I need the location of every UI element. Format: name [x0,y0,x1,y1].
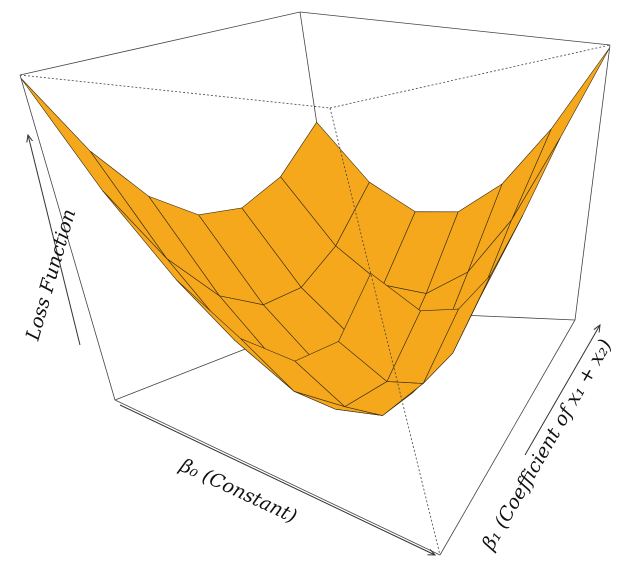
box-edge [329,44,611,109]
surface-patch [20,78,168,259]
surface-patch [511,47,610,221]
box-edge [114,399,441,556]
y-axis-arrow [524,325,600,456]
box-edge [329,107,441,556]
box-edge [439,319,576,556]
box-edge [19,74,331,109]
surface-patch [338,272,421,382]
x-axis-label: β₀ (Constant) [176,454,301,528]
box-edge [19,74,116,401]
box-edge [19,11,301,76]
box-edge [299,11,611,46]
box-edge [574,44,611,321]
z-axis-arrow [28,135,81,346]
box-front [19,44,611,556]
x-axis-arrow [119,404,435,555]
surface [20,47,610,416]
